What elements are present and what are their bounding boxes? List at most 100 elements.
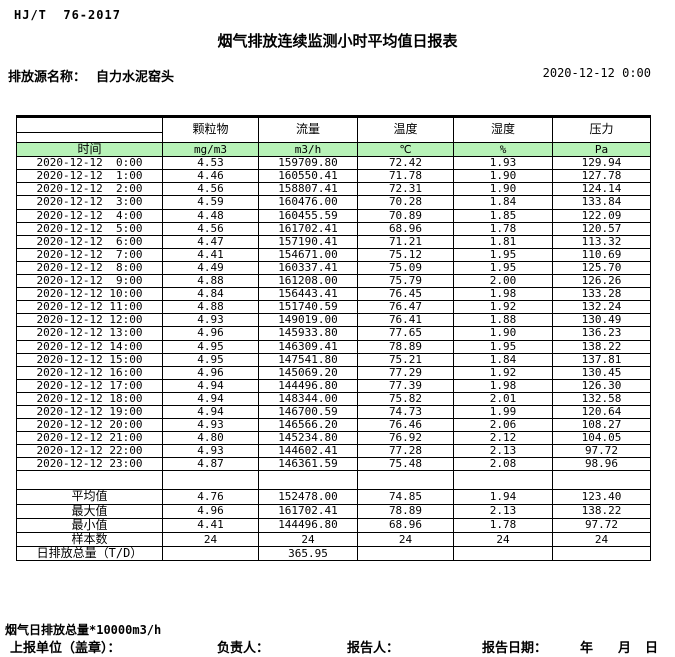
value-cell: 4.88 — [162, 274, 259, 289]
day-label: 日 — [645, 641, 659, 656]
summary-value-cell: 152478.00 — [258, 489, 358, 505]
summary-row: 样本数 24 24 24 24 24 — [16, 531, 651, 548]
value-cell: 77.65 — [357, 326, 454, 341]
value-cell: 126.26 — [552, 274, 651, 289]
summary-value-cell: 78.89 — [357, 503, 454, 519]
time-cell: 2020-12-12 1:00 — [16, 169, 163, 184]
source-name-value: 自力水泥窑头 — [96, 70, 175, 85]
value-cell: 76.92 — [357, 431, 454, 446]
value-cell: 2.12 — [453, 431, 553, 446]
value-cell: 1.78 — [453, 221, 553, 236]
source-name-label: 排放源名称： — [8, 70, 87, 85]
table-row: 2020-12-12 6:00 4.47 157190.41 71.21 1.81 113… — [16, 234, 651, 249]
column-header-temperature: 温度 — [357, 116, 454, 143]
summary-value-cell: 24 — [357, 531, 454, 548]
value-cell: 2.06 — [453, 418, 553, 433]
value-cell: 160550.41 — [258, 169, 358, 184]
value-cell: 1.88 — [453, 313, 553, 328]
page-title: 烟气排放连续监测小时平均值日报表 — [217, 32, 458, 50]
value-cell: 129.94 — [552, 156, 651, 171]
value-cell: 137.81 — [552, 352, 651, 367]
value-cell: 71.21 — [357, 234, 454, 249]
time-cell: 2020-12-12 17:00 — [16, 378, 163, 393]
time-cell: 2020-12-12 0:00 — [16, 156, 163, 171]
value-cell: 75.12 — [357, 247, 454, 262]
summary-value-cell: 97.72 — [552, 517, 651, 534]
value-cell: 76.45 — [357, 287, 454, 302]
column-header-humidity: 湿度 — [453, 116, 553, 143]
value-cell: 110.69 — [552, 247, 651, 262]
value-cell: 145933.80 — [258, 326, 358, 341]
value-cell: 158807.41 — [258, 182, 358, 197]
value-cell: 149019.00 — [258, 313, 358, 328]
source-line: 排放源名称： 自力水泥窑头 2020-12-12 0:00 — [0, 66, 675, 85]
value-cell: 122.09 — [552, 208, 651, 223]
value-cell: 75.82 — [357, 391, 454, 406]
time-cell: 2020-12-12 15:00 — [16, 352, 163, 367]
table-row: 2020-12-12 21:00 4.80 145234.80 76.92 2.12 10… — [16, 431, 651, 446]
summary-value-cell: 24 — [453, 531, 553, 548]
value-cell: 4.93 — [162, 313, 259, 328]
value-cell: 98.96 — [552, 457, 651, 472]
report-datetime: 2020-12-12 0:00 — [542, 66, 651, 80]
column-header-pm: 颗粒物 — [162, 116, 259, 143]
signature-line: 上报单位（盖章）： 负责人： 报告人： 报告日期： 年 月 日 — [0, 637, 675, 656]
time-cell: 2020-12-12 7:00 — [16, 247, 163, 262]
time-cell: 2020-12-12 9:00 — [16, 274, 163, 289]
standard-code: HJ/T 76-2017 — [14, 8, 121, 22]
value-cell: 147541.80 — [258, 352, 358, 367]
value-cell: 161208.00 — [258, 274, 358, 289]
value-cell: 154671.00 — [258, 247, 358, 262]
value-cell: 132.24 — [552, 300, 651, 315]
value-cell: 133.28 — [552, 287, 651, 302]
header-row-top: 颗粒物 流量 温度 湿度 压力 — [16, 116, 651, 143]
value-cell: 104.05 — [552, 431, 651, 446]
time-cell: 2020-12-12 16:00 — [16, 365, 163, 380]
value-cell: 1.84 — [453, 195, 553, 210]
value-cell: 160337.41 — [258, 260, 358, 276]
value-cell: 1.95 — [453, 260, 553, 276]
summary-label-cell: 平均值 — [16, 489, 163, 505]
value-cell: 144496.80 — [258, 378, 358, 393]
value-cell: 4.46 — [162, 169, 259, 184]
value-cell: 4.56 — [162, 182, 259, 197]
value-cell: 1.90 — [453, 169, 553, 184]
value-cell: 4.48 — [162, 208, 259, 223]
value-cell: 78.89 — [357, 339, 454, 354]
value-cell: 1.92 — [453, 300, 553, 315]
year-label: 年 — [580, 641, 594, 656]
value-cell: 68.96 — [357, 221, 454, 236]
value-cell: 4.84 — [162, 287, 259, 302]
summary-value-cell: 4.96 — [162, 503, 259, 519]
time-cell: 2020-12-12 22:00 — [16, 444, 163, 459]
value-cell: 145069.20 — [258, 365, 358, 380]
value-cell: 72.31 — [357, 182, 454, 197]
value-cell: 71.78 — [357, 169, 454, 184]
value-cell: 70.28 — [357, 195, 454, 210]
summary-value-cell: 1.78 — [453, 517, 553, 534]
report-table: 颗粒物 流量 温度 湿度 压力 时间 mg/m3 m3/h ℃ % Pa 202… — [16, 115, 651, 562]
value-cell: 2.01 — [453, 391, 553, 406]
summary-value-cell — [453, 546, 553, 562]
table-row: 2020-12-12 10:00 4.84 156443.41 76.45 1.98 13… — [16, 287, 651, 302]
value-cell: 120.57 — [552, 221, 651, 236]
summary-value-cell: 24 — [552, 531, 651, 548]
value-cell: 77.39 — [357, 378, 454, 393]
column-header-flow: 流量 — [258, 116, 358, 143]
table-row: 2020-12-12 13:00 4.96 145933.80 77.65 1.90 13… — [16, 326, 651, 341]
time-cell: 2020-12-12 11:00 — [16, 300, 163, 315]
summary-label-cell: 最大值 — [16, 503, 163, 519]
time-cell: 2020-12-12 8:00 — [16, 260, 163, 276]
table-row: 2020-12-12 8:00 4.49 160337.41 75.09 1.95 125… — [16, 260, 651, 276]
spacer-cell — [258, 470, 358, 491]
value-cell: 4.87 — [162, 457, 259, 472]
value-cell: 127.78 — [552, 169, 651, 184]
table-row: 2020-12-12 23:00 4.87 146361.59 75.48 2.08 98… — [16, 457, 651, 472]
column-header-pressure: 压力 — [552, 116, 651, 143]
summary-value-cell: 68.96 — [357, 517, 454, 534]
value-cell: 132.58 — [552, 391, 651, 406]
value-cell: 4.96 — [162, 326, 259, 341]
value-cell: 4.95 — [162, 352, 259, 367]
value-cell: 138.22 — [552, 339, 651, 354]
value-cell: 4.93 — [162, 444, 259, 459]
